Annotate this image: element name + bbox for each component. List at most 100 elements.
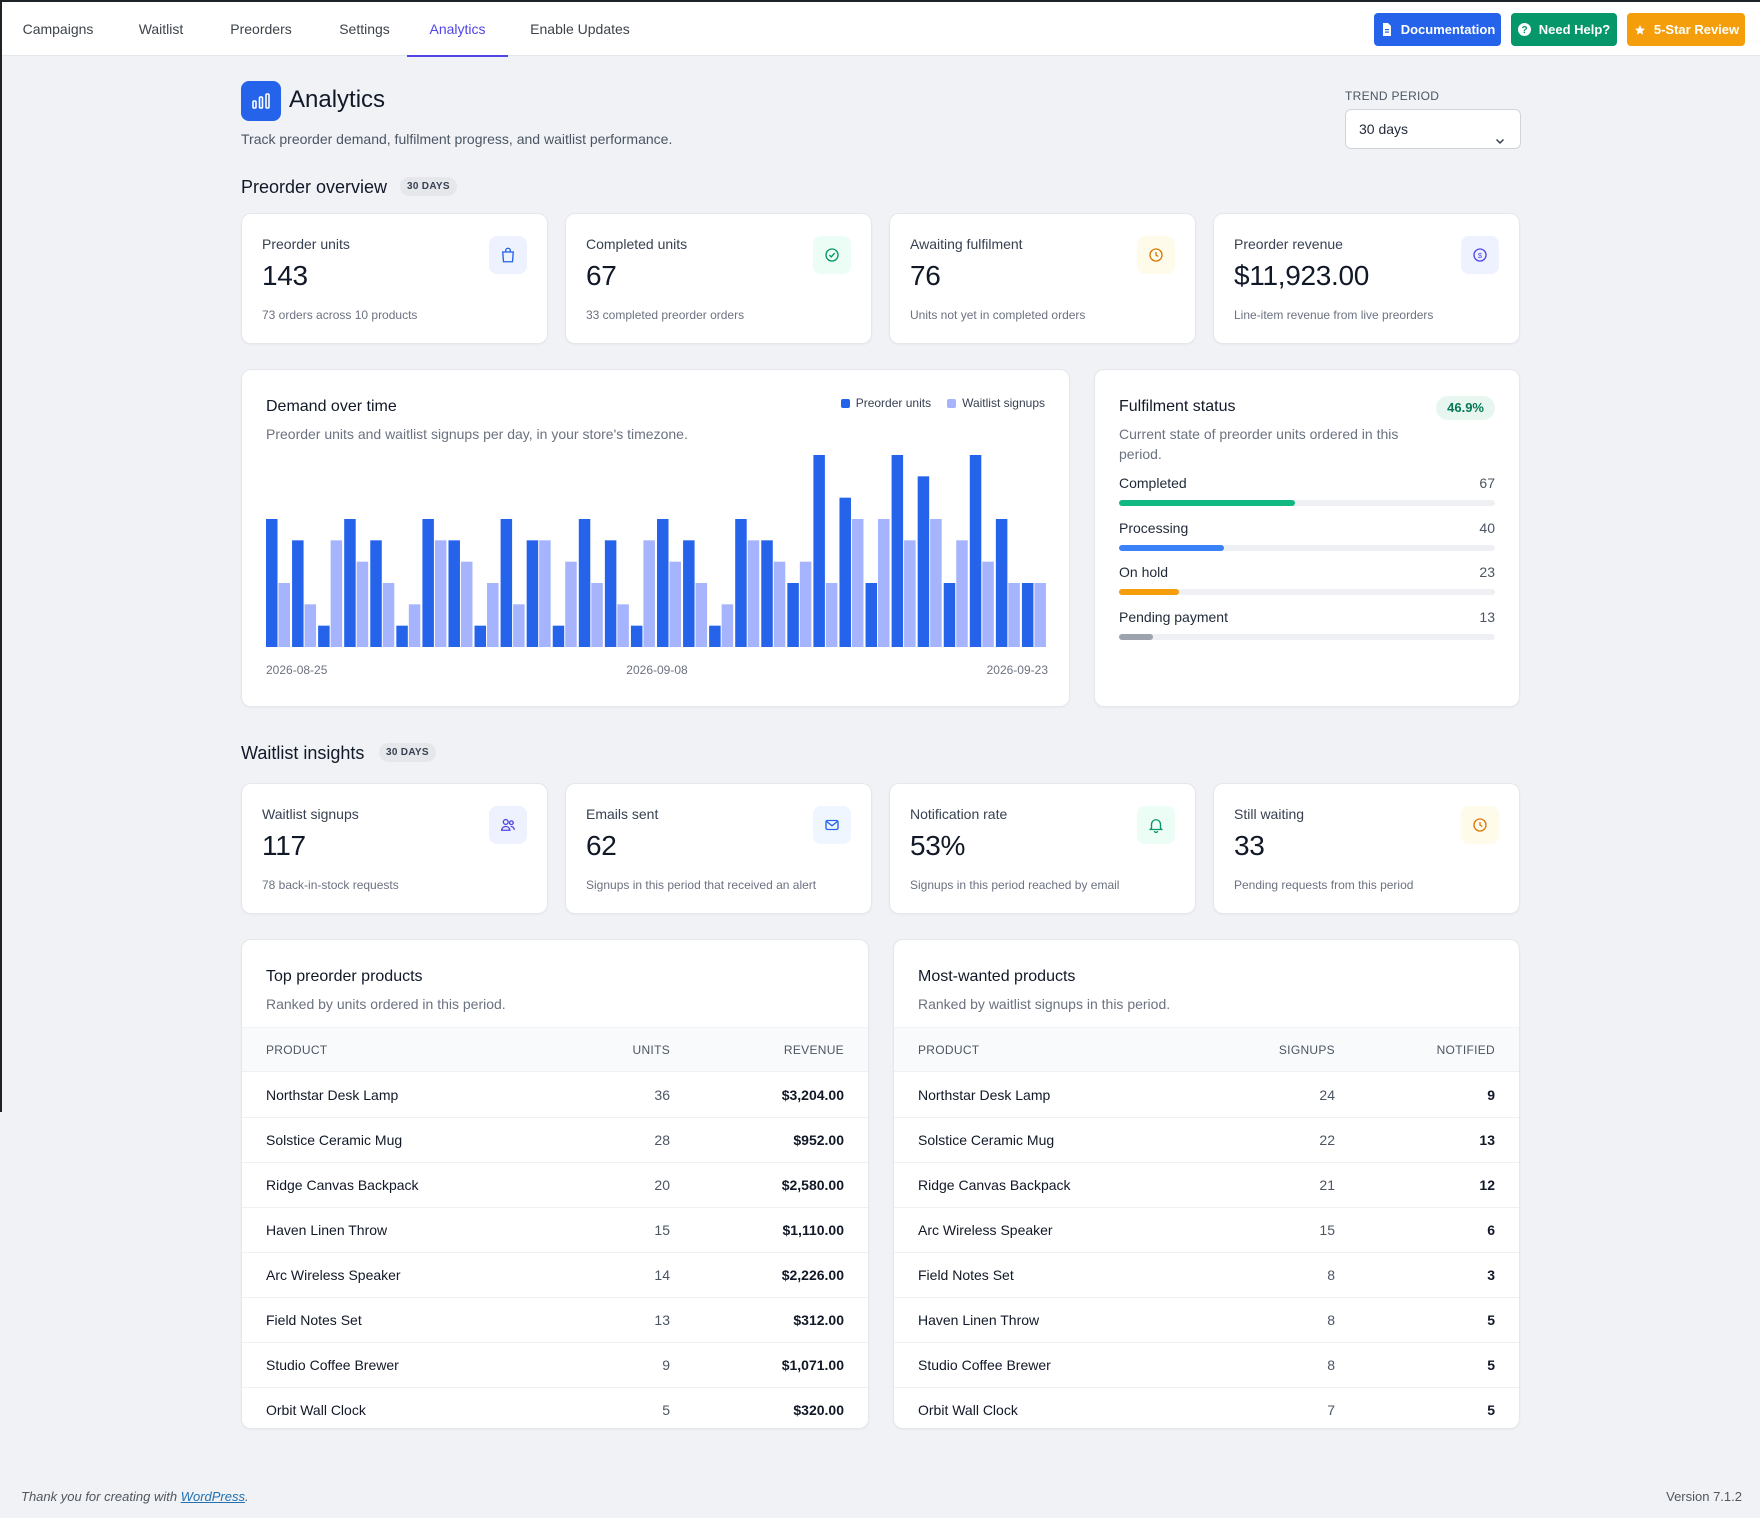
fulfilment-percent-badge: 46.9% (1436, 396, 1495, 420)
top-preorder-subtitle: Ranked by units ordered in this period. (266, 996, 506, 1012)
column-header-product: PRODUCT (918, 1043, 980, 1057)
product-name: Northstar Desk Lamp (266, 1087, 399, 1103)
bar-waitlist-signups (904, 540, 916, 647)
fulfilment-progress-fill (1119, 634, 1153, 640)
bar-preorder-units (552, 625, 565, 647)
chart-legend: Preorder units Waitlist signups (840, 396, 1045, 410)
bar-waitlist-signups (617, 604, 629, 647)
five-star-review-button[interactable]: 5-Star Review (1627, 13, 1745, 46)
stat-card-waitlist-signups: Waitlist signups 117 78 back-in-stock re… (241, 783, 548, 914)
x-axis-tick-label: 2026-09-08 (626, 663, 688, 677)
product-name: Solstice Ceramic Mug (266, 1132, 403, 1148)
trend-period-select[interactable]: 30 days (1345, 109, 1521, 149)
tab-enable-updates[interactable]: Enable Updates (530, 21, 630, 37)
bar-waitlist-signups (956, 540, 968, 647)
metric-value: 15 (654, 1222, 670, 1238)
table-header: PRODUCT UNITS REVENUE (242, 1027, 868, 1072)
stat-label: Emails sent (586, 806, 659, 822)
bar-waitlist-signups (278, 583, 290, 647)
product-name: Studio Coffee Brewer (918, 1357, 1051, 1373)
bar-preorder-units (500, 519, 513, 647)
bar-preorder-units (891, 455, 904, 647)
table-row: Field Notes Set 8 3 (894, 1253, 1519, 1298)
footer-thanks-end: . (245, 1489, 249, 1504)
table-row: Arc Wireless Speaker 15 6 (894, 1208, 1519, 1253)
stat-value: 143 (262, 260, 308, 291)
preorder-overview-heading: Preorder overview (241, 177, 388, 197)
wordpress-link[interactable]: WordPress (180, 1489, 245, 1504)
five-star-review-label: 5-Star Review (1653, 22, 1740, 37)
product-name: Orbit Wall Clock (266, 1402, 366, 1418)
metric-value: 7 (1327, 1402, 1335, 1418)
fulfilment-row-count: 13 (1479, 609, 1495, 625)
svg-text:?: ? (1522, 25, 1528, 36)
metric-value: 22 (1319, 1132, 1335, 1148)
bar-waitlist-signups (773, 561, 786, 647)
most-wanted-subtitle: Ranked by waitlist signups in this perio… (918, 996, 1171, 1012)
admin-sidebar-edge (0, 0, 2, 1112)
tab-settings[interactable]: Settings (339, 21, 390, 37)
column-header-revenue: REVENUE (783, 1043, 844, 1057)
bar-waitlist-signups (982, 561, 994, 647)
metric-value: 8 (1327, 1267, 1335, 1283)
column-header-signups: SIGNUPS (1278, 1043, 1335, 1057)
product-name: Haven Linen Throw (918, 1312, 1040, 1328)
bar-waitlist-signups (878, 519, 890, 647)
tab-preorders[interactable]: Preorders (230, 21, 292, 37)
metric-value: 15 (1319, 1222, 1335, 1238)
metric-value: 36 (654, 1087, 670, 1103)
bar-waitlist-signups (669, 561, 681, 647)
documentation-label: Documentation (1400, 22, 1496, 37)
bar-waitlist-signups (721, 604, 734, 647)
stat-note: 78 back-in-stock requests (262, 878, 399, 892)
bar-preorder-units (917, 476, 930, 647)
footer-thanks-text: Thank you for creating with (21, 1489, 181, 1504)
fulfilment-progress-track (1119, 634, 1495, 640)
metric-value-strong: 5 (1487, 1357, 1495, 1373)
stat-label: Notification rate (910, 806, 1008, 822)
svg-text:$: $ (1478, 251, 1483, 260)
bar-preorder-units (448, 540, 460, 647)
metric-value-strong: $2,580.00 (781, 1177, 844, 1193)
metric-value-strong: $1,110.00 (782, 1222, 844, 1238)
bar-preorder-units (396, 625, 408, 647)
legend-waitlist-signups: Waitlist signups (947, 396, 1045, 410)
fulfilment-progress-track (1119, 589, 1495, 595)
stat-value: 117 (262, 830, 306, 861)
metric-value-strong: 5 (1487, 1402, 1495, 1418)
table-row: Northstar Desk Lamp 24 9 (894, 1073, 1519, 1118)
bar-preorder-units (969, 455, 982, 647)
bar-waitlist-signups (825, 583, 838, 647)
demand-chart-subtitle: Preorder units and waitlist signups per … (266, 426, 688, 442)
metric-value: 8 (1327, 1357, 1335, 1373)
legend-label: Waitlist signups (962, 396, 1045, 410)
stat-value: 62 (586, 830, 617, 861)
bar-waitlist-signups (930, 519, 942, 647)
bar-waitlist-signups (695, 583, 708, 647)
bar-preorder-units (865, 583, 878, 647)
legend-swatch (840, 398, 850, 408)
demand-chart-card: Demand over time Preorder units and wait… (241, 369, 1070, 707)
fulfilment-row-count: 40 (1479, 520, 1495, 536)
stat-card-preorder-units: Preorder units 143 73 orders across 10 p… (241, 213, 548, 344)
tab-campaigns[interactable]: Campaigns (22, 21, 94, 37)
metric-value-strong: 9 (1487, 1087, 1495, 1103)
bar-waitlist-signups (851, 519, 864, 647)
stat-note: 73 orders across 10 products (262, 308, 418, 322)
bar-preorder-units (657, 519, 669, 647)
chevron-down-icon (1494, 123, 1506, 145)
bar-preorder-units (344, 519, 356, 647)
metric-value: 24 (1319, 1087, 1335, 1103)
metric-value: 28 (654, 1132, 670, 1148)
stat-note: Signups in this period reached by email (910, 878, 1120, 892)
top-preorder-products-card: Top preorder products Ranked by units or… (241, 939, 869, 1429)
need-help-button[interactable]: ? Need Help? (1511, 13, 1617, 46)
bar-waitlist-signups (799, 561, 812, 647)
stat-card-notification-rate: Notification rate 53% Signups in this pe… (889, 783, 1196, 914)
table-row: Northstar Desk Lamp 36 $3,204.00 (242, 1073, 868, 1118)
table-row: Solstice Ceramic Mug 22 13 (894, 1118, 1519, 1163)
documentation-button[interactable]: Documentation (1374, 13, 1501, 46)
tab-waitlist[interactable]: Waitlist (138, 21, 184, 37)
tab-analytics[interactable]: Analytics (407, 2, 508, 57)
stat-card-preorder-revenue: Preorder revenue $11,923.00 Line-item re… (1213, 213, 1520, 344)
